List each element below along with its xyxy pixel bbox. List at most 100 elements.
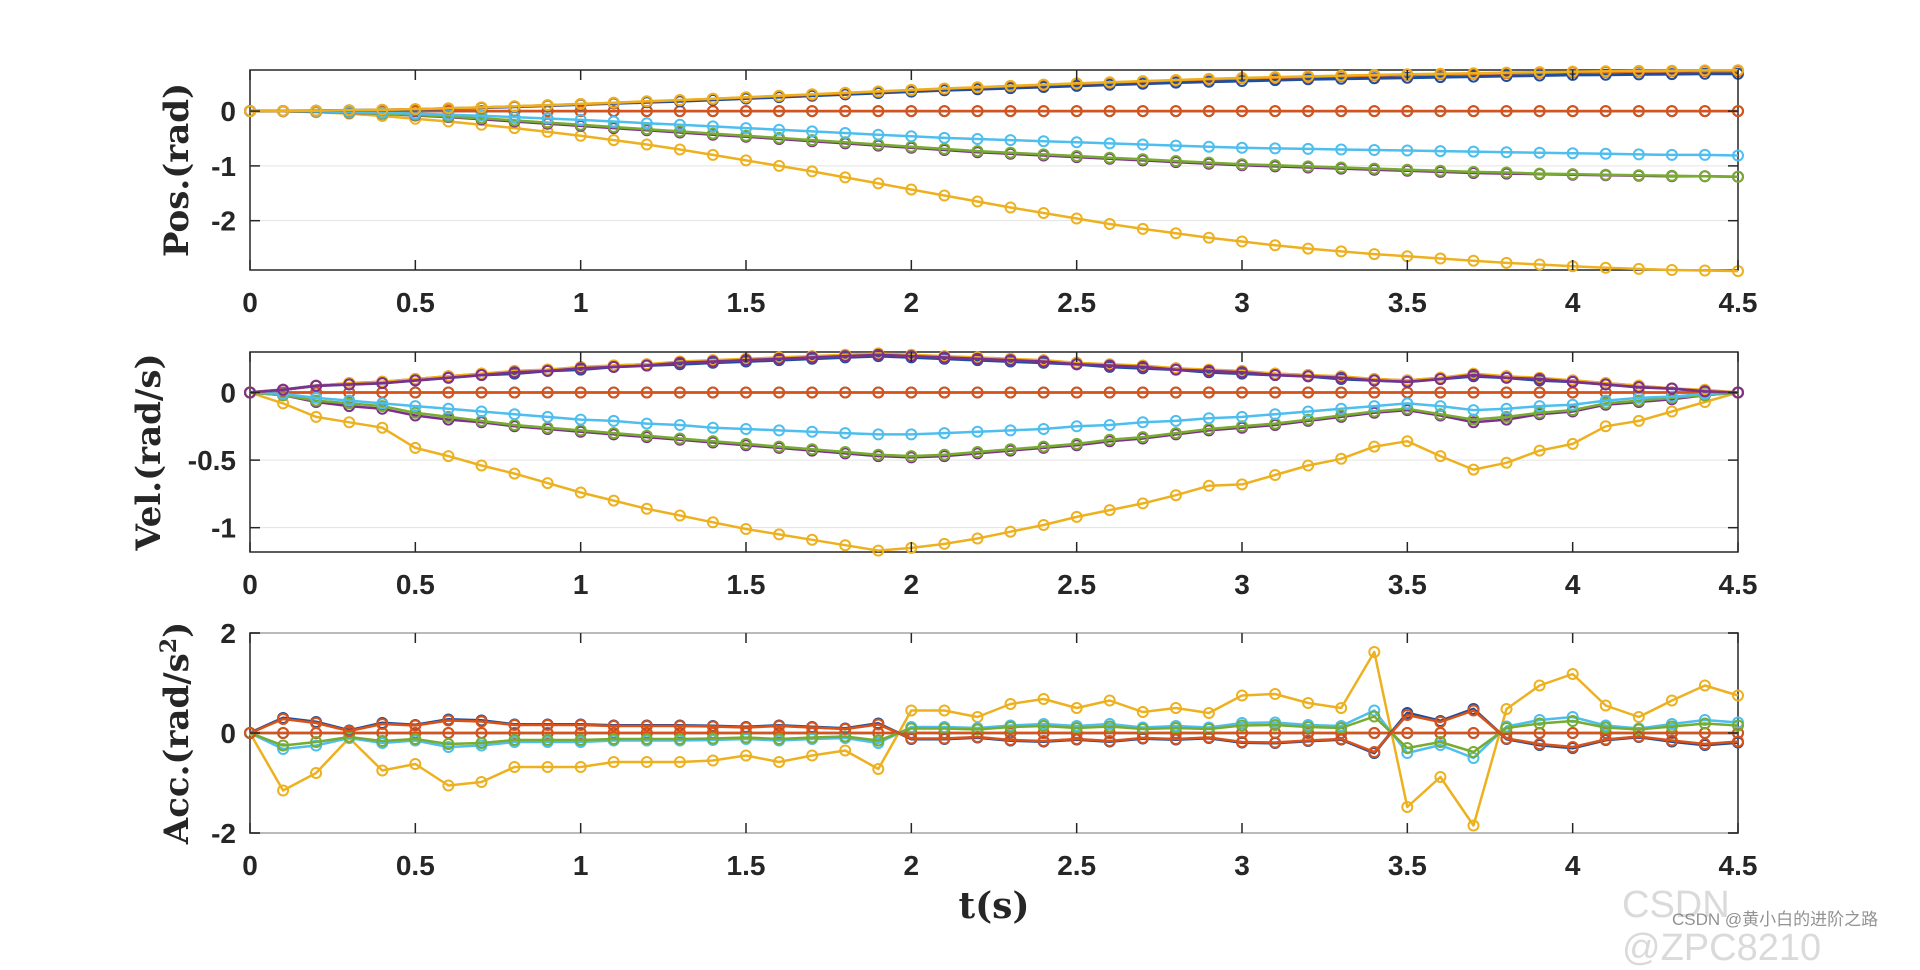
data-point-joint-3 [1533, 679, 1546, 692]
series-line-joint-7 [249, 709, 1739, 754]
data-point-joint-3 [310, 410, 323, 423]
data-point-joint-3 [971, 532, 984, 545]
panel-acceleration: 20-2 0 0.5 1 1.5 2 2.5 3 3.5 4 4.5 Acc.(rad/s2) [156, 618, 1757, 881]
data-point-joint-6 [740, 122, 752, 135]
y-tick-label: -0.5 [188, 445, 236, 476]
data-point-joint-5 [1037, 720, 1050, 732]
y-ticks: 0 -1 -2 [211, 96, 1738, 237]
data-point-joint-3 [1004, 201, 1017, 214]
data-point-joint-3 [706, 516, 719, 529]
data-point-joint-6 [1533, 146, 1546, 159]
data-point-joint-2 [1302, 105, 1315, 118]
data-point-joint-3 [839, 539, 852, 552]
data-point-joint-3 [1269, 688, 1282, 700]
data-point-joint-2 [1169, 105, 1182, 118]
data-point-joint-6 [607, 414, 620, 427]
data-point-joint-9 [706, 92, 719, 105]
data-point-joint-7 [806, 721, 819, 734]
data-point-joint-5 [1566, 715, 1579, 727]
data-point-joint-5 [607, 733, 620, 745]
data-point-joint-2 [1236, 105, 1248, 118]
data-point-joint-10 [971, 352, 984, 365]
data-point-joint-6 [1467, 404, 1480, 417]
y-tick-label: 0 [220, 378, 236, 409]
data-point-joint-2 [1368, 727, 1381, 739]
data-point-joint-6 [1302, 142, 1315, 155]
data-point-joint-3 [1070, 510, 1083, 523]
data-point-joint-5 [640, 429, 653, 442]
data-point-joint-3 [541, 761, 554, 773]
data-point-joint-3 [1037, 693, 1050, 705]
data-point-joint-3 [1368, 646, 1381, 658]
data-point-joint-9 [839, 86, 852, 99]
data-point-joint-2 [806, 105, 819, 118]
data-point-joint-7 [1169, 733, 1182, 745]
data-point-joint-3 [640, 502, 653, 515]
x-tick-label: 2.5 [1057, 850, 1096, 881]
data-point-joint-3 [1103, 694, 1116, 707]
data-point-joint-5 [1599, 721, 1612, 734]
data-point-joint-7 [1401, 709, 1414, 721]
data-point-joint-9 [508, 100, 521, 113]
data-point-joint-5 [1566, 168, 1579, 181]
data-point-joint-2 [1401, 727, 1414, 739]
data-point-joint-3 [1269, 469, 1282, 481]
data-point-joint-2 [740, 386, 752, 399]
data-point-joint-5 [905, 450, 918, 463]
data-point-joint-6 [1202, 140, 1215, 153]
data-point-joint-7 [1434, 716, 1447, 728]
data-point-joint-5 [607, 427, 620, 440]
data-point-joint-6 [409, 400, 422, 413]
data-point-joint-5 [1533, 717, 1546, 730]
data-point-joint-7 [1269, 736, 1282, 749]
data-point-joint-2 [1004, 105, 1017, 118]
data-point-joint-3 [607, 494, 620, 507]
data-point-joint-6 [1698, 148, 1711, 161]
data-point-joint-10 [310, 379, 323, 392]
data-point-joint-5 [475, 737, 488, 749]
data-point-joint-7 [839, 723, 852, 735]
data-point-joint-3 [442, 779, 455, 792]
data-point-joint-6 [442, 402, 455, 415]
data-point-joint-3 [574, 486, 587, 499]
figure: 0-1-2 0 0.5 1 1.5 2 2.5 3 3.5 4 4.5 Pos.(rad) 0 -0… [129, 64, 1757, 927]
x-tick-label: 1.5 [727, 569, 766, 600]
data-point-joint-7 [376, 718, 389, 730]
data-point-joint-3 [673, 143, 686, 156]
data-point-joint-7 [1103, 735, 1116, 747]
data-point-joint-2 [409, 386, 422, 399]
data-point-joint-6 [1335, 143, 1348, 156]
data-point-joint-5 [1269, 719, 1282, 731]
data-point-joint-3 [1169, 702, 1182, 714]
data-point-joint-3 [938, 189, 951, 202]
data-point-joint-2 [740, 105, 752, 118]
data-point-joint-9 [1335, 69, 1348, 82]
data-point-joint-7 [706, 720, 719, 733]
y-tick-label: -1 [211, 513, 236, 544]
series-line-joint-9 [249, 352, 1739, 394]
data-point-joint-9 [1434, 67, 1447, 80]
data-point-joint-3 [475, 776, 488, 788]
data-point-joint-2 [1103, 105, 1116, 118]
data-point-joint-9 [574, 97, 587, 110]
data-point-joint-3 [806, 165, 819, 178]
data-point-joint-3 [508, 122, 521, 135]
data-point-joint-6 [1037, 135, 1050, 148]
data-point-joint-9 [1302, 70, 1315, 83]
data-point-joint-10 [872, 348, 885, 361]
panel-position: 0 -1 -2 0 0.5 1 1.5 2 2.5 3 3.5 4 4.5 Pos.(rad) [157, 64, 1757, 318]
data-point-joint-10 [1632, 381, 1645, 394]
data-point-joint-9 [475, 101, 488, 114]
x-axis-label: t(s) [959, 885, 1030, 927]
series-group [244, 646, 1744, 832]
data-point-joint-3 [1136, 497, 1149, 510]
data-point-joint-10 [508, 366, 521, 379]
data-point-joint-10 [442, 371, 455, 384]
data-point-joint-4 [1533, 714, 1546, 726]
data-point-joint-5 [1368, 710, 1381, 723]
data-point-joint-5 [1533, 406, 1546, 419]
x-tick-label: 4 [1565, 287, 1581, 318]
data-point-joint-6 [1566, 147, 1579, 160]
data-point-joint-3 [1401, 435, 1414, 448]
data-point-joint-6 [1103, 419, 1116, 431]
